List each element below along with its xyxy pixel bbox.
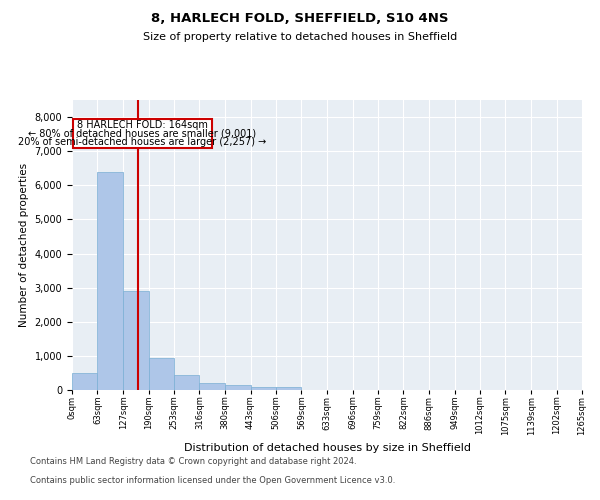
Text: ← 80% of detached houses are smaller (9,001): ← 80% of detached houses are smaller (9,… (28, 128, 256, 138)
Bar (225, 385, 251, 390)
Bar (72, 373, 97, 390)
Bar (123, 291, 149, 390)
Text: Contains public sector information licensed under the Open Government Licence v3: Contains public sector information licen… (30, 476, 395, 485)
X-axis label: Distribution of detached houses by size in Sheffield: Distribution of detached houses by size … (184, 443, 470, 453)
FancyBboxPatch shape (73, 119, 212, 148)
Bar (149, 358, 174, 390)
Bar (276, 388, 301, 390)
Text: Size of property relative to detached houses in Sheffield: Size of property relative to detached ho… (143, 32, 457, 42)
Text: 8, HARLECH FOLD, SHEFFIELD, S10 4NS: 8, HARLECH FOLD, SHEFFIELD, S10 4NS (151, 12, 449, 26)
Text: Contains HM Land Registry data © Crown copyright and database right 2024.: Contains HM Land Registry data © Crown c… (30, 458, 356, 466)
Bar (174, 374, 199, 390)
Text: 8 HARLECH FOLD: 164sqm: 8 HARLECH FOLD: 164sqm (77, 120, 208, 130)
Bar (251, 386, 276, 390)
Bar (199, 383, 225, 390)
Text: 20% of semi-detached houses are larger (2,257) →: 20% of semi-detached houses are larger (… (18, 137, 266, 147)
Bar (97, 172, 123, 390)
Y-axis label: Number of detached properties: Number of detached properties (19, 163, 29, 327)
